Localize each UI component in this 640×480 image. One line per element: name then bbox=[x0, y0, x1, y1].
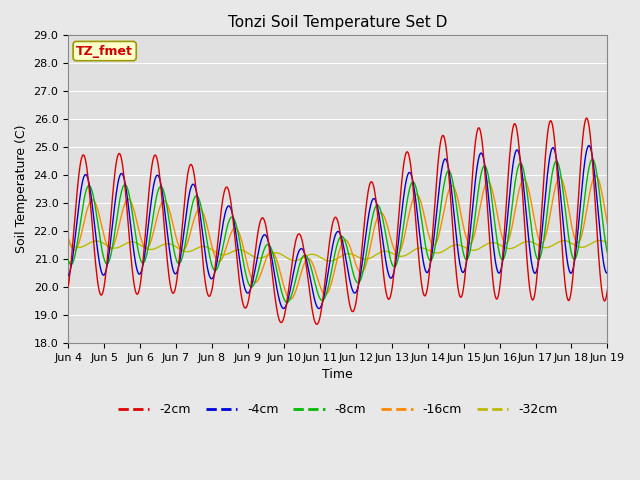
Legend: -2cm, -4cm, -8cm, -16cm, -32cm: -2cm, -4cm, -8cm, -16cm, -32cm bbox=[113, 398, 563, 421]
X-axis label: Time: Time bbox=[323, 368, 353, 381]
Title: Tonzi Soil Temperature Set D: Tonzi Soil Temperature Set D bbox=[228, 15, 447, 30]
Y-axis label: Soil Temperature (C): Soil Temperature (C) bbox=[15, 125, 28, 253]
Text: TZ_fmet: TZ_fmet bbox=[76, 45, 133, 58]
